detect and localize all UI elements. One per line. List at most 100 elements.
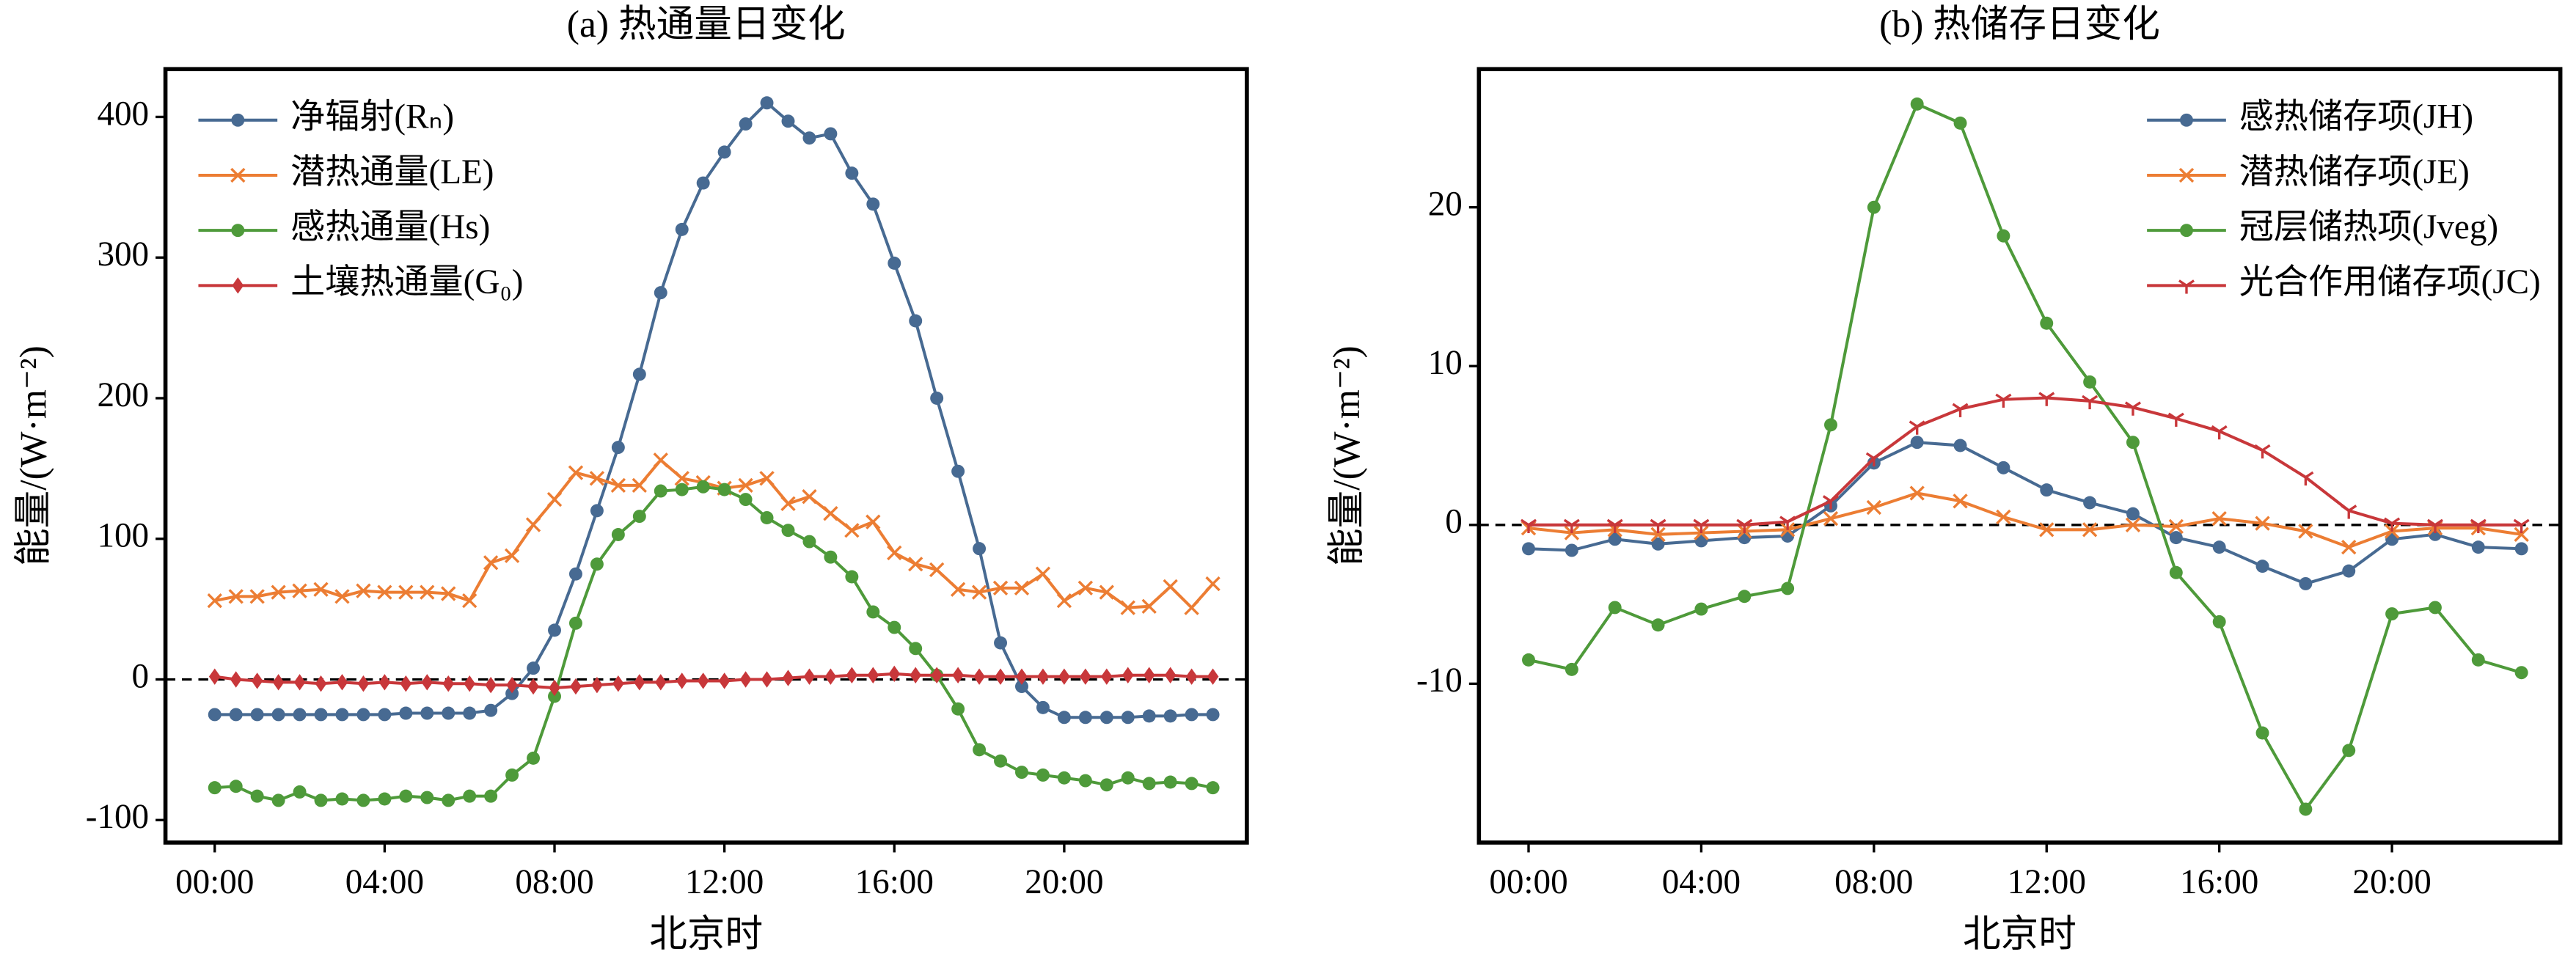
point-marker xyxy=(1099,711,1113,725)
marker-tri xyxy=(1909,420,1918,428)
marker-x xyxy=(230,167,246,183)
marker-x xyxy=(377,584,392,600)
marker-dot xyxy=(505,686,519,700)
marker-x xyxy=(2082,522,2098,538)
marker-dot xyxy=(802,535,816,549)
point-marker xyxy=(1781,582,1795,595)
point-marker xyxy=(824,550,838,564)
point-marker xyxy=(336,674,348,691)
marker-x xyxy=(844,523,860,538)
point-marker xyxy=(696,176,710,190)
point-marker xyxy=(1565,662,1578,676)
marker-dot xyxy=(548,623,561,637)
marker-dot xyxy=(1565,662,1578,676)
point-marker xyxy=(611,528,625,541)
point-marker xyxy=(1953,439,1967,452)
marker-x xyxy=(1014,580,1030,596)
point-marker xyxy=(1014,580,1030,596)
marker-dot xyxy=(2428,601,2442,615)
point-marker xyxy=(442,793,455,807)
point-marker xyxy=(570,678,582,695)
marker-dot xyxy=(250,708,264,722)
marker-dot xyxy=(548,689,561,703)
point-marker xyxy=(2126,507,2140,521)
marker-tri xyxy=(2124,401,2134,408)
point-marker xyxy=(632,510,646,524)
point-marker xyxy=(739,493,753,507)
point-marker xyxy=(888,620,901,634)
point-marker xyxy=(1565,543,1578,557)
marker-tri xyxy=(2186,279,2195,287)
marker-dot xyxy=(271,793,285,807)
legend-marker xyxy=(231,224,245,238)
point-marker xyxy=(654,674,667,691)
marker-dot xyxy=(399,789,413,803)
point-marker xyxy=(420,584,435,600)
marker-dot xyxy=(888,256,901,270)
point-marker xyxy=(951,702,965,716)
point-marker xyxy=(1079,668,1091,685)
marker-tri xyxy=(2082,395,2091,403)
marker-x xyxy=(1866,499,1881,516)
marker-dot xyxy=(909,314,923,328)
point-marker xyxy=(995,668,1006,685)
marker-dot xyxy=(1997,461,2010,474)
y-tick-label: 0 xyxy=(1445,503,1463,541)
point-marker xyxy=(1121,667,1134,683)
point-marker xyxy=(590,504,604,518)
marker-dot xyxy=(208,708,222,722)
point-marker xyxy=(1142,777,1156,791)
marker-x xyxy=(1120,600,1135,615)
point-marker xyxy=(2384,517,2401,532)
marker-dot xyxy=(1781,582,1795,595)
point-marker xyxy=(1651,618,1665,632)
point-marker xyxy=(356,793,370,807)
marker-diamond xyxy=(739,671,752,688)
point-marker xyxy=(1997,461,2010,474)
x-tick-label: 12:00 xyxy=(685,863,764,901)
marker-dot xyxy=(994,636,1008,650)
point-marker xyxy=(2299,802,2313,816)
point-marker xyxy=(378,674,391,691)
marker-dot xyxy=(994,754,1008,768)
marker-diamond xyxy=(1207,668,1219,685)
marker-diamond xyxy=(995,668,1006,685)
series-line xyxy=(214,485,1213,802)
marker-tri xyxy=(2218,425,2228,433)
point-marker xyxy=(674,471,689,486)
marker-diamond xyxy=(1079,668,1091,685)
point-marker xyxy=(844,523,860,538)
marker-dot xyxy=(739,493,753,507)
point-marker xyxy=(994,754,1008,768)
marker-x xyxy=(398,584,414,600)
point-marker xyxy=(1037,668,1049,685)
marker-dot xyxy=(781,524,795,538)
point-marker xyxy=(229,780,243,793)
marker-diamond xyxy=(464,675,476,692)
legend-marker xyxy=(231,113,245,127)
point-marker xyxy=(824,668,837,685)
marker-dot xyxy=(2471,653,2485,667)
marker-dot xyxy=(314,793,328,807)
marker-diamond xyxy=(1016,668,1028,685)
point-marker xyxy=(802,131,816,145)
point-marker xyxy=(1142,709,1156,723)
legend-marker xyxy=(2180,224,2193,238)
marker-tri xyxy=(1614,518,1623,527)
point-marker xyxy=(1057,771,1071,785)
point-marker xyxy=(929,562,945,578)
marker-dot xyxy=(1694,602,1708,616)
point-marker xyxy=(1822,495,1840,510)
marker-dot xyxy=(2255,560,2269,573)
marker-tri xyxy=(2038,392,2048,399)
marker-dot xyxy=(527,751,541,765)
point-marker xyxy=(632,367,646,381)
marker-dot xyxy=(2212,540,2226,554)
marker-dot xyxy=(1608,601,1622,615)
marker-dot xyxy=(717,483,731,496)
y-tick-label: -100 xyxy=(86,798,149,836)
marker-tri xyxy=(2305,471,2314,479)
marker-dot xyxy=(1057,771,1071,785)
point-marker xyxy=(971,584,987,600)
point-marker xyxy=(1121,711,1135,725)
